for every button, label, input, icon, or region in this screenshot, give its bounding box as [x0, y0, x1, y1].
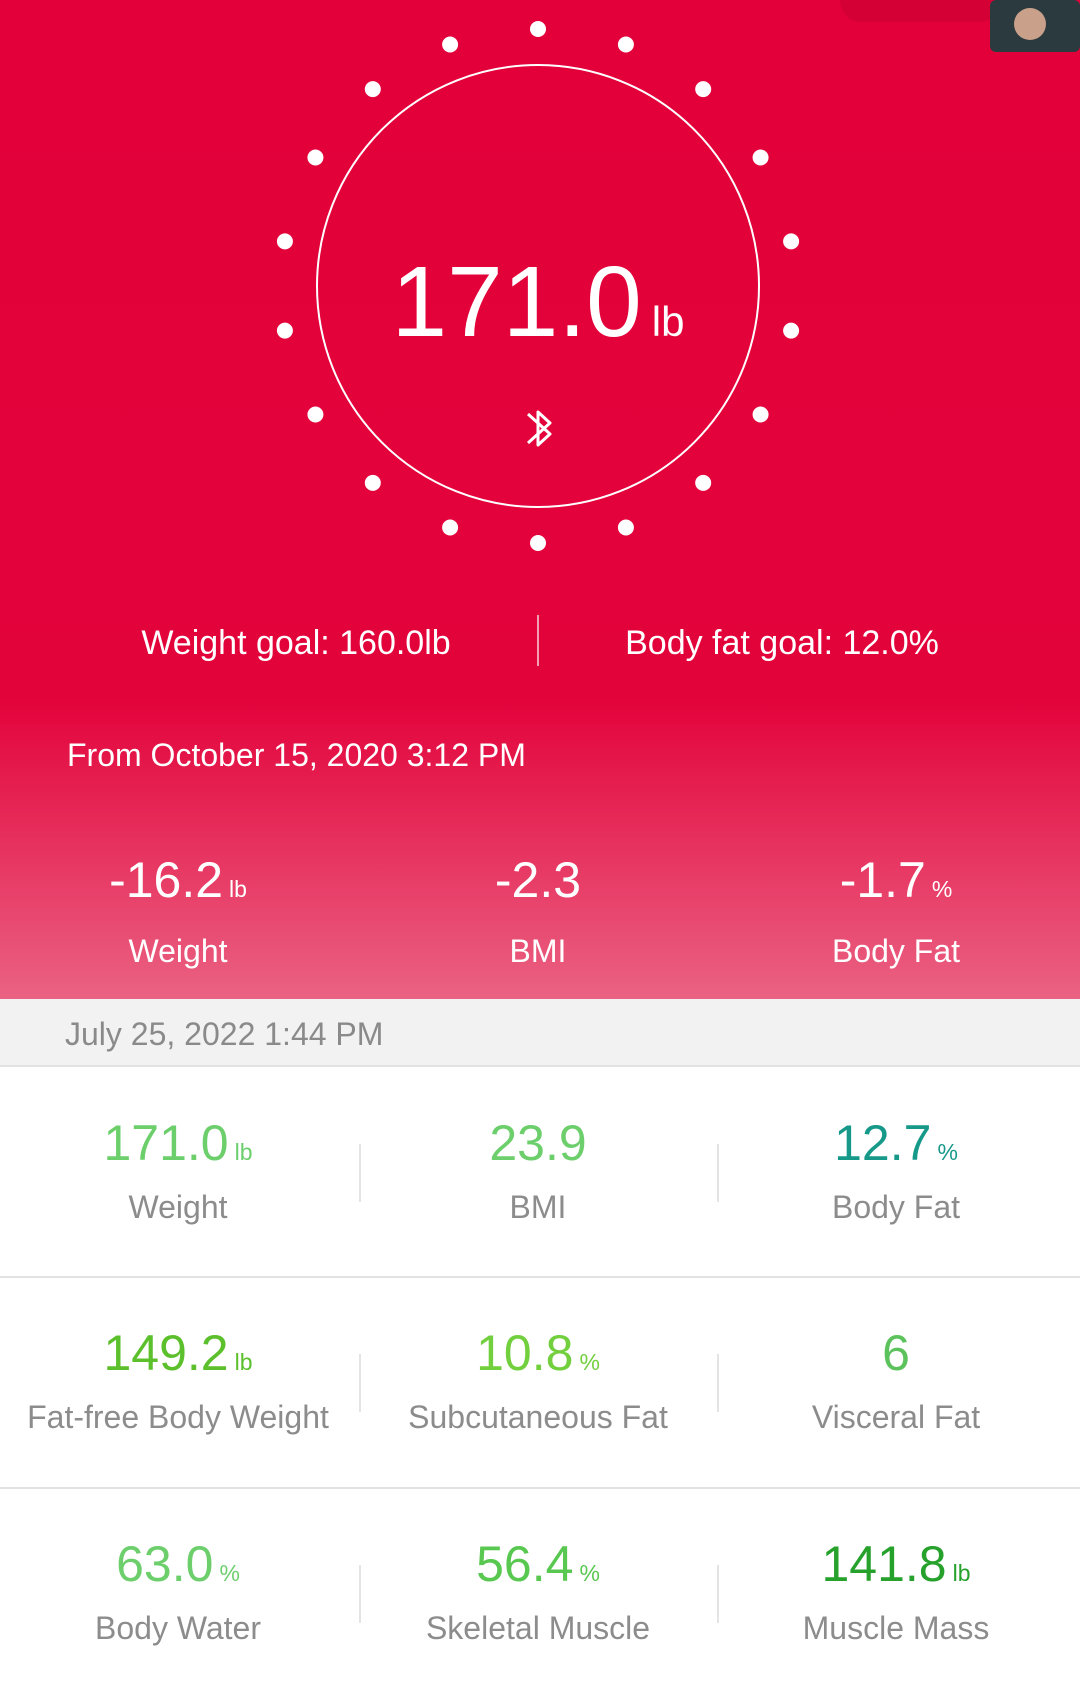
progress-dot [530, 21, 546, 37]
metric-label: Skeletal Muscle [426, 1610, 650, 1646]
header-background [0, 0, 1080, 999]
value: 12.7 [834, 1115, 931, 1171]
metric-value: 56.4% [476, 1536, 600, 1592]
progress-dot [307, 149, 324, 166]
metric-label: Body Water [95, 1610, 261, 1646]
metric-label: Body Fat [832, 1189, 960, 1225]
body-fat-goal: Body fat goal: 12.0% [625, 624, 939, 662]
unit: lb [229, 876, 247, 902]
progress-dot [442, 519, 459, 536]
unit: % [937, 1139, 957, 1165]
progress-dot [783, 322, 800, 339]
scale-ring [316, 64, 760, 508]
metric-value: 12.7% [834, 1115, 958, 1171]
progress-dots [276, 21, 800, 551]
progress-dot [695, 81, 712, 98]
metric-value: 23.9 [489, 1115, 586, 1171]
metric-value: 171.0 lb [103, 1115, 252, 1171]
webcam-face [1014, 8, 1046, 40]
bluetooth-icon [526, 410, 552, 447]
change-value: -2.3 [495, 852, 581, 908]
progress-dot [617, 519, 634, 536]
change-label: Body Fat [832, 933, 960, 969]
unit: lb [235, 1349, 253, 1375]
progress-dot [442, 36, 459, 53]
value: 10.8 [476, 1325, 573, 1381]
unit: % [579, 1349, 599, 1375]
change-label: Weight [128, 933, 227, 969]
progress-dot [276, 322, 293, 339]
value: 171.0 [103, 1115, 228, 1171]
progress-dot [752, 406, 769, 423]
progress-dot [307, 406, 324, 423]
progress-dot [752, 149, 769, 166]
unit: % [932, 876, 952, 902]
change-label: BMI [510, 933, 567, 969]
record-date: July 25, 2022 1:44 PM [65, 1016, 383, 1052]
weight-unit: lb [652, 298, 685, 345]
metric-label: BMI [510, 1189, 567, 1225]
value: 56.4 [476, 1536, 573, 1592]
current-weight: 171.0 lb [392, 246, 685, 358]
metric-label: Muscle Mass [803, 1610, 990, 1646]
progress-dot [530, 535, 546, 551]
value: 149.2 [103, 1325, 228, 1381]
value: 141.8 [821, 1536, 946, 1592]
metric-value: 63.0% [116, 1536, 240, 1592]
metric-value: 141.8 lb [821, 1536, 970, 1592]
status-pill [840, 0, 1000, 22]
value: -2.3 [495, 852, 581, 908]
change-value: -16.2 lb [109, 852, 247, 908]
weight-goal: Weight goal: 160.0lb [141, 624, 450, 662]
from-date: From October 15, 2020 3:12 PM [67, 737, 526, 773]
progress-dot [783, 233, 800, 250]
progress-dot [364, 474, 381, 491]
date-bar [0, 999, 1080, 1066]
value: 23.9 [489, 1115, 586, 1171]
progress-dot [364, 81, 381, 98]
unit: lb [235, 1139, 253, 1165]
metric-label: Weight [128, 1189, 227, 1225]
value: -1.7 [840, 852, 926, 908]
metric-label: Subcutaneous Fat [408, 1399, 668, 1435]
value: -16.2 [109, 852, 223, 908]
value: 63.0 [116, 1536, 213, 1592]
value: 6 [882, 1325, 910, 1381]
unit: % [219, 1560, 239, 1586]
unit: lb [953, 1560, 971, 1586]
metric-label: Visceral Fat [812, 1399, 980, 1435]
unit: % [579, 1560, 599, 1586]
change-value: -1.7% [840, 852, 953, 908]
progress-dot [276, 233, 293, 250]
weight-value: 171.0 [392, 246, 642, 358]
progress-dot [617, 36, 634, 53]
metric-value: 6 [882, 1325, 910, 1381]
metric-label: Fat-free Body Weight [27, 1399, 329, 1435]
progress-dot [695, 474, 712, 491]
metric-value: 10.8% [476, 1325, 600, 1381]
metric-value: 149.2 lb [103, 1325, 252, 1381]
